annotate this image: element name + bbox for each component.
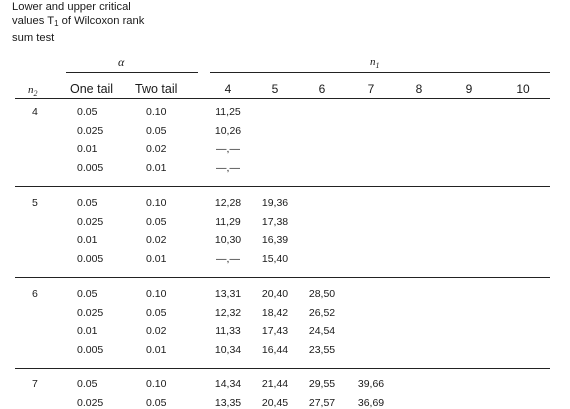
one-tail-alpha: 0.05 (77, 288, 98, 300)
header-rule (15, 98, 550, 99)
critical-value-cell: 13,31 (214, 288, 242, 300)
one-tail-alpha: 0.05 (77, 378, 98, 390)
one-tail-header: One tail (70, 82, 114, 96)
n1-column-5: 5 (271, 82, 279, 96)
critical-value-cell: 12,32 (214, 306, 242, 319)
n1-column-10: 10 (516, 82, 530, 96)
one-tail-alpha: 0.025 (77, 396, 104, 409)
one-tail-alpha: 0.005 (77, 343, 104, 356)
two-tail-alpha: 0.10 (146, 288, 167, 300)
critical-value-cell: 11,33 (215, 325, 241, 337)
caption-line-2-end: of Wilcoxon rank (58, 15, 145, 27)
one-tail-alpha: 0.005 (77, 161, 104, 174)
caption-line-3: sum test (12, 32, 55, 44)
n1-column-6: 6 (318, 82, 326, 96)
caption-line-2-start: values T (12, 15, 55, 27)
critical-value-cell: 18,42 (261, 306, 289, 319)
critical-value-cell: 10,30 (214, 234, 242, 246)
critical-value-cell: 19,36 (261, 197, 289, 209)
two-tail-alpha: 0.02 (146, 143, 167, 155)
critical-value-cell: 10,26 (214, 124, 242, 137)
two-tail-alpha: 0.10 (146, 378, 167, 390)
critical-value-cell: 10,34 (214, 343, 242, 356)
n2-symbol: n (28, 84, 34, 96)
critical-value-cell: 36,69 (357, 396, 385, 409)
critical-value-cell: 11,29 (215, 215, 241, 228)
two-tail-alpha: 0.10 (146, 197, 167, 209)
n1-header: n1 (370, 56, 380, 70)
group-divider (15, 368, 550, 369)
critical-value-cell: —,— (216, 143, 240, 155)
one-tail-alpha: 0.025 (77, 215, 104, 228)
n1-rule (210, 72, 550, 73)
n1-column-7: 7 (367, 82, 375, 96)
critical-value-cell: 26,52 (308, 306, 336, 319)
two-tail-alpha: 0.10 (146, 106, 167, 118)
one-tail-alpha: 0.025 (77, 124, 104, 137)
one-tail-alpha: 0.025 (77, 306, 104, 319)
critical-value-cell: 23,55 (308, 343, 336, 356)
two-tail-alpha: 0.05 (146, 396, 167, 409)
n2-subscript: 2 (33, 89, 38, 98)
caption-subscript: 1 (54, 19, 59, 28)
n1-column-8: 8 (415, 82, 423, 96)
critical-value-cell: 17,38 (261, 215, 289, 228)
one-tail-alpha: 0.01 (77, 143, 98, 155)
one-tail-alpha: 0.05 (77, 197, 98, 209)
table-caption: Lower and upper critical values T1 of Wi… (12, 0, 192, 45)
critical-value-cell: 13,35 (214, 396, 242, 409)
caption-line-1: Lower and upper critical (12, 1, 131, 13)
critical-value-cell: 20,40 (261, 288, 289, 300)
critical-value-cell: 15,40 (261, 252, 289, 265)
alpha-header: α (118, 55, 125, 69)
critical-value-cell: 20,45 (261, 396, 289, 409)
two-tail-alpha: 0.05 (146, 215, 167, 228)
one-tail-alpha: 0.005 (77, 252, 104, 265)
critical-value-cell: 12,28 (214, 197, 242, 209)
caption-line-2: values T1 of Wilcoxon rank (12, 14, 192, 31)
group-divider (15, 186, 550, 187)
two-tail-alpha: 0.01 (146, 343, 167, 356)
n1-column-9: 9 (465, 82, 473, 96)
critical-value-cell: 21,44 (261, 378, 289, 390)
two-tail-header: Two tail (135, 82, 178, 96)
n1-subscript: 1 (375, 61, 380, 70)
critical-value-cell: 16,44 (261, 343, 289, 356)
n2-value: 4 (32, 106, 38, 118)
critical-value-cell: 24,54 (308, 325, 336, 337)
n1-symbol: n (370, 56, 376, 68)
n2-value: 5 (32, 197, 38, 209)
alpha-rule (66, 72, 198, 73)
critical-value-cell: 28,50 (308, 288, 336, 300)
critical-value-cell: —,— (216, 161, 240, 174)
critical-value-cell: 11,25 (215, 106, 241, 118)
critical-value-cell: 17,43 (261, 325, 289, 337)
two-tail-alpha: 0.05 (146, 124, 167, 137)
n2-value: 7 (32, 378, 38, 390)
n2-header: n2 (28, 84, 38, 98)
group-divider (15, 277, 550, 278)
one-tail-alpha: 0.01 (77, 325, 98, 337)
one-tail-alpha: 0.01 (77, 234, 98, 246)
two-tail-alpha: 0.05 (146, 306, 167, 319)
one-tail-alpha: 0.05 (77, 106, 98, 118)
critical-value-cell: 29,55 (308, 378, 336, 390)
critical-value-cell: 27,57 (308, 396, 336, 409)
two-tail-alpha: 0.01 (146, 161, 167, 174)
two-tail-alpha: 0.01 (146, 252, 167, 265)
two-tail-alpha: 0.02 (146, 234, 167, 246)
critical-value-cell: —,— (216, 252, 240, 265)
critical-value-cell: 16,39 (261, 234, 289, 246)
n2-value: 6 (32, 288, 38, 300)
two-tail-alpha: 0.02 (146, 325, 167, 337)
critical-value-cell: 14,34 (214, 378, 242, 390)
critical-value-cell: 39,66 (357, 378, 385, 390)
n1-column-4: 4 (224, 82, 232, 96)
